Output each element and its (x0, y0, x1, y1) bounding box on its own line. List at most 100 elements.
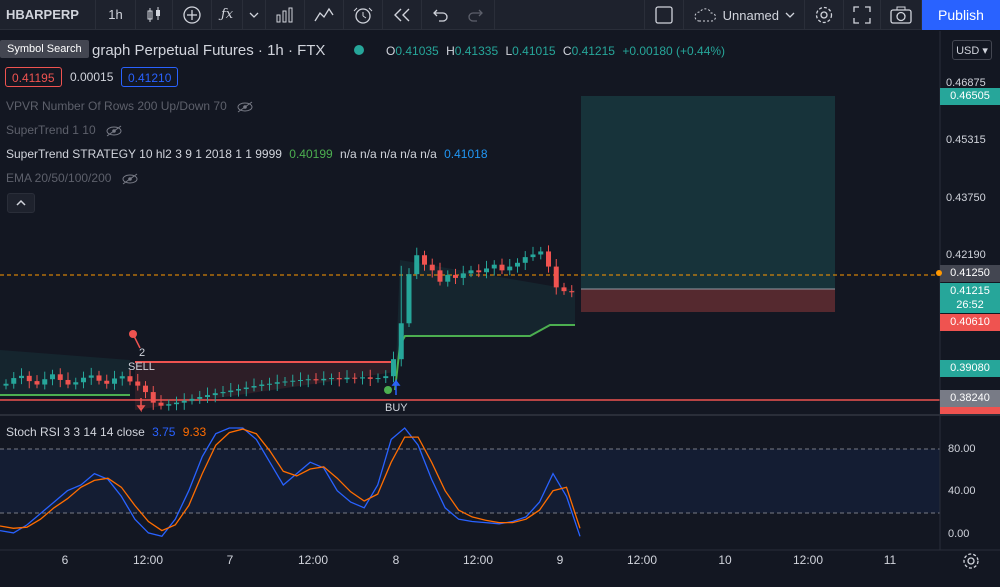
function-icon[interactable]: ƒx (212, 0, 244, 30)
candle-body (65, 379, 71, 385)
time-tick: 10 (718, 553, 732, 567)
camera-icon[interactable] (881, 0, 922, 30)
candle-body (282, 381, 288, 383)
candle-body (367, 377, 373, 379)
compare-icon[interactable] (305, 0, 345, 30)
stoch-band (0, 449, 940, 513)
indicator-strategy[interactable]: SuperTrend STRATEGY 10 hl2 3 9 1 2018 1 … (6, 147, 488, 161)
candle-body (476, 270, 482, 273)
eye-hidden-icon[interactable] (105, 125, 123, 137)
candle-body (57, 374, 63, 380)
redo-icon[interactable] (458, 0, 496, 30)
high-label: H (446, 44, 455, 58)
candle-body (112, 378, 117, 384)
candle-style-icon[interactable] (136, 0, 173, 30)
candle-body (507, 266, 513, 271)
candle-body (484, 268, 489, 273)
open-label: O (386, 44, 396, 58)
symbol-title: graph Perpetual Futures · 1h · FTX (92, 42, 326, 59)
candle-body (460, 273, 466, 278)
interval-button[interactable]: 1h (96, 0, 136, 30)
eye-hidden-icon[interactable] (236, 101, 254, 113)
candle-body (212, 393, 218, 396)
ohlc-values: O0.41035 H0.41335 L0.41015 C0.41215 +0.0… (386, 44, 725, 58)
time-tick: 12:00 (462, 553, 494, 567)
currency-label: USD (956, 45, 980, 57)
candle-body (19, 375, 24, 379)
candle-body (42, 379, 48, 385)
symbol-search-button[interactable]: HBARPERP (0, 0, 96, 30)
alert-clock-icon[interactable] (344, 0, 384, 30)
candle-body (561, 287, 567, 292)
candle-body (422, 255, 427, 265)
fullscreen-box-icon[interactable] (643, 0, 684, 30)
indicator-ema[interactable]: EMA 20/50/100/200 (6, 171, 139, 185)
indicator-supertrend[interactable]: SuperTrend 1 10 (6, 123, 123, 137)
sell-arrow-icon (136, 398, 146, 413)
candle-body (220, 392, 226, 394)
candle-body (150, 392, 156, 403)
candle-body (34, 381, 40, 385)
stop-zone[interactable] (581, 289, 835, 312)
candle-body (391, 359, 396, 377)
candle-body (491, 264, 497, 269)
settings-gear-icon[interactable] (805, 0, 844, 30)
cloud-icon (694, 8, 716, 22)
candle-body (499, 264, 505, 271)
close-value: 0.41215 (571, 44, 615, 58)
candle-body (437, 270, 443, 282)
layout-menu-button[interactable]: Unnamed (684, 0, 805, 30)
currency-select[interactable]: USD ▾ (952, 40, 992, 60)
price-tick: 0.43750 (946, 192, 986, 204)
chart-settings-gear-icon[interactable] (961, 551, 981, 571)
supertrend-price-label[interactable]: 0.39080 (940, 360, 1000, 377)
candle-body (329, 378, 334, 380)
osc-tick: 40.00 (948, 485, 976, 497)
candle-body (522, 257, 528, 263)
time-tick: 12:00 (132, 553, 164, 567)
stoch-legend[interactable]: Stoch RSI 3 3 14 14 close 3.75 9.33 (6, 425, 206, 439)
chevron-down-icon[interactable] (243, 0, 267, 30)
indicators-add-icon[interactable] (173, 0, 212, 30)
low-value: 0.41015 (512, 44, 556, 58)
low-line-price-label[interactable]: 0.38240 (940, 390, 1000, 407)
candle-body (50, 374, 55, 380)
stoch-k-value: 3.75 (152, 425, 176, 439)
time-tick: 12:00 (792, 553, 824, 567)
candle-body (236, 389, 241, 391)
candle-body (205, 395, 210, 397)
candle-body (344, 377, 350, 380)
stop-price-label[interactable]: 0.40610 (940, 314, 1000, 331)
collapse-legend-button[interactable] (7, 193, 35, 213)
price-tick: 0.45315 (946, 134, 986, 146)
indicator-vpvr[interactable]: VPVR Number Of Rows 200 Up/Down 70 (6, 99, 254, 113)
vpvr-label: VPVR Number Of Rows 200 Up/Down 70 (6, 99, 227, 113)
fullscreen-icon[interactable] (844, 0, 881, 30)
publish-button[interactable]: Publish (922, 0, 1000, 30)
candle-body (429, 264, 435, 271)
candle-body (174, 402, 179, 405)
sell-signal-dot[interactable] (129, 330, 137, 338)
bar-countdown: 26:52 (956, 299, 984, 311)
bid-price[interactable]: 0.41195 (5, 67, 62, 87)
candle-body (251, 386, 257, 388)
last-price-label[interactable]: 0.41215 26:52 (940, 283, 1000, 313)
osc-tick: 80.00 (948, 443, 976, 455)
candle-body (298, 379, 303, 381)
candle-body (383, 376, 389, 379)
candle-body (259, 384, 265, 387)
low-label: L (505, 44, 513, 58)
alert-price-label[interactable]: 0.41250 (940, 265, 1000, 282)
undo-icon[interactable] (422, 0, 458, 30)
bar-chart-icon[interactable] (266, 0, 306, 30)
candle-body (81, 377, 86, 383)
eye-hidden-icon[interactable] (121, 173, 139, 185)
target-price-label[interactable]: 0.46505 (940, 88, 1000, 105)
target-zone[interactable] (581, 96, 835, 289)
ask-price[interactable]: 0.41210 (121, 67, 179, 87)
open-value: 0.41035 (395, 44, 439, 58)
candle-body (360, 377, 365, 379)
replay-icon[interactable] (383, 0, 423, 30)
buy-signal-dot[interactable] (384, 386, 392, 394)
